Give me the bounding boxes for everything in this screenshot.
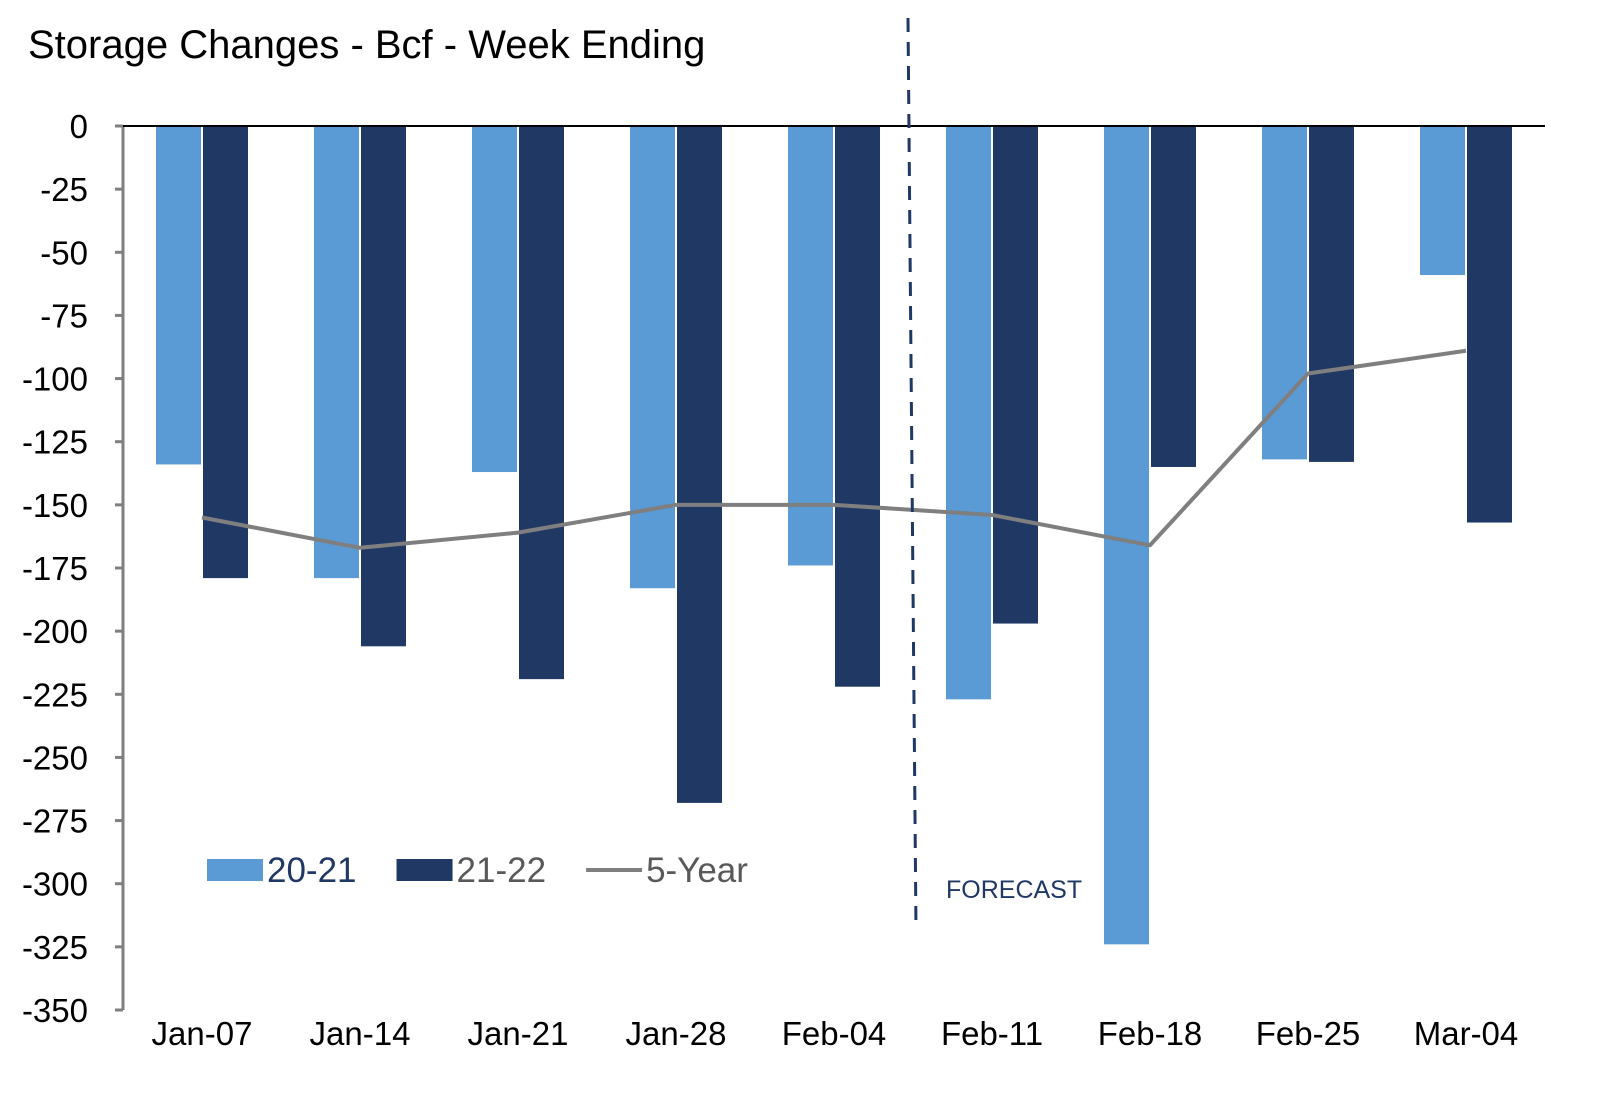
x-tick-label: Jan-07 [152, 1015, 253, 1052]
forecast-divider-line [906, 17, 918, 931]
y-tick-label: -150 [22, 487, 88, 524]
legend-swatch-20-21 [207, 859, 263, 881]
bar-21-22-Jan-14 [361, 126, 406, 647]
bar-20-21-Jan-28 [630, 126, 675, 589]
x-tick-label: Mar-04 [1414, 1015, 1519, 1052]
bar-21-22-Jan-28 [677, 126, 722, 803]
x-tick-label: Feb-04 [782, 1015, 887, 1052]
bar-21-22-Feb-25 [1309, 126, 1354, 462]
x-tick-label: Jan-28 [626, 1015, 727, 1052]
y-tick-label: -50 [40, 234, 88, 271]
chart-title: Storage Changes - Bcf - Week Ending [28, 23, 705, 67]
legend-swatch-21-22 [396, 859, 453, 881]
bar-20-21-Feb-25 [1262, 126, 1307, 460]
y-tick-label: -350 [22, 992, 88, 1029]
x-tick-label: Feb-18 [1098, 1015, 1203, 1052]
y-tick-label: -25 [40, 171, 88, 208]
legend-label-21-22: 21-22 [457, 851, 547, 890]
bar-21-22-Feb-18 [1151, 126, 1196, 467]
plot-area: 0 -25 -50 -75 -100 -125 -150 -175 -200 -225 -250 -2… [22, 17, 1545, 1052]
bar-20-21-Mar-04 [1420, 126, 1465, 276]
y-tick-label: -125 [22, 424, 88, 461]
y-tick-label: -200 [22, 613, 88, 650]
x-tick-label: Feb-25 [1256, 1015, 1361, 1052]
y-tick-label: -275 [22, 803, 88, 840]
bar-20-21-Feb-18 [1104, 126, 1149, 945]
x-tick-label: Feb-11 [941, 1015, 1043, 1052]
bar-20-21-Feb-11 [946, 126, 991, 700]
bar-20-21-Jan-07 [156, 126, 201, 465]
series-line-5-Year [201, 348, 1467, 550]
x-tick-label: Jan-21 [468, 1015, 569, 1052]
y-tick-label: -300 [22, 866, 88, 903]
y-tick-label: 0 [70, 108, 88, 145]
y-tick-label: -250 [22, 739, 88, 776]
legend-label-20-21: 20-21 [267, 851, 357, 890]
bar-21-22-Mar-04 [1467, 126, 1512, 523]
y-tick-label: -175 [22, 550, 88, 587]
bar-21-22-Feb-04 [835, 126, 880, 687]
bar-21-22-Jan-21 [519, 126, 564, 680]
y-tick-label: -325 [22, 929, 88, 966]
bar-21-22-Feb-11 [993, 126, 1038, 624]
y-tick-label: -225 [22, 676, 88, 713]
y-tick-label: -75 [40, 297, 88, 334]
bar-20-21-Jan-14 [314, 126, 359, 579]
legend-label-5-Year: 5-Year [646, 851, 748, 890]
forecast-label: FORECAST [946, 876, 1082, 904]
bar-20-21-Jan-21 [472, 126, 517, 473]
bar-20-21-Feb-04 [788, 126, 833, 566]
bar-21-22-Jan-07 [203, 126, 248, 579]
x-tick-label: Jan-14 [310, 1015, 411, 1052]
y-tick-label: -100 [22, 361, 88, 398]
